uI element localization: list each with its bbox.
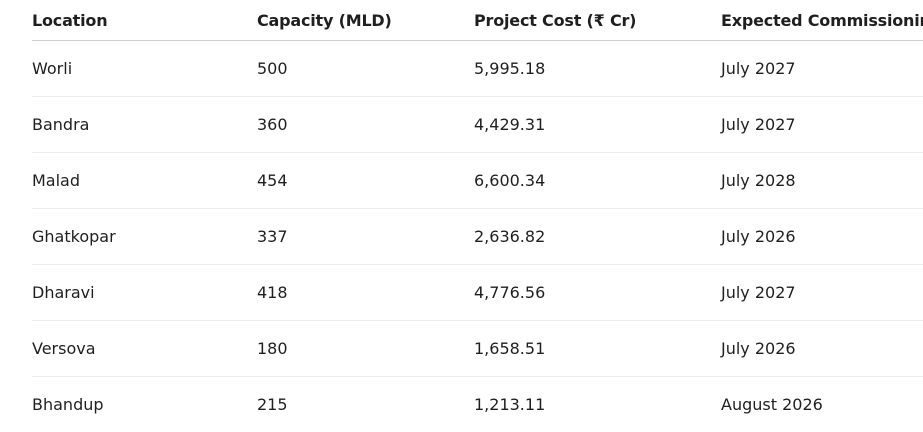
cell-expected-commissioning: August 2026 xyxy=(721,377,923,432)
cell-expected-commissioning: July 2028 xyxy=(721,153,923,209)
table-row: Bhandup 215 1,213.11 August 2026 xyxy=(32,377,923,432)
stp-projects-table-container: Location Capacity (MLD) Project Cost (₹ … xyxy=(32,0,923,432)
cell-capacity: 215 xyxy=(257,377,474,432)
cell-project-cost: 1,658.51 xyxy=(474,321,721,377)
cell-capacity: 418 xyxy=(257,265,474,321)
cell-capacity: 360 xyxy=(257,97,474,153)
cell-location: Worli xyxy=(32,41,257,97)
table-row: Dharavi 418 4,776.56 July 2027 xyxy=(32,265,923,321)
cell-project-cost: 2,636.82 xyxy=(474,209,721,265)
cell-expected-commissioning: July 2027 xyxy=(721,97,923,153)
column-header-expected-commissioning: Expected Commissioning xyxy=(721,0,923,41)
cell-location: Versova xyxy=(32,321,257,377)
cell-capacity: 500 xyxy=(257,41,474,97)
cell-expected-commissioning: July 2027 xyxy=(721,41,923,97)
table-row: Ghatkopar 337 2,636.82 July 2026 xyxy=(32,209,923,265)
cell-expected-commissioning: July 2026 xyxy=(721,321,923,377)
cell-capacity: 180 xyxy=(257,321,474,377)
cell-location: Bhandup xyxy=(32,377,257,432)
cell-capacity: 337 xyxy=(257,209,474,265)
table-row: Bandra 360 4,429.31 July 2027 xyxy=(32,97,923,153)
table-row: Worli 500 5,995.18 July 2027 xyxy=(32,41,923,97)
column-header-location: Location xyxy=(32,0,257,41)
column-header-project-cost: Project Cost (₹ Cr) xyxy=(474,0,721,41)
cell-location: Malad xyxy=(32,153,257,209)
cell-expected-commissioning: July 2027 xyxy=(721,265,923,321)
cell-project-cost: 1,213.11 xyxy=(474,377,721,432)
column-header-capacity: Capacity (MLD) xyxy=(257,0,474,41)
cell-expected-commissioning: July 2026 xyxy=(721,209,923,265)
table-row: Malad 454 6,600.34 July 2028 xyxy=(32,153,923,209)
table-header: Location Capacity (MLD) Project Cost (₹ … xyxy=(32,0,923,41)
table-row: Versova 180 1,658.51 July 2026 xyxy=(32,321,923,377)
cell-project-cost: 5,995.18 xyxy=(474,41,721,97)
cell-location: Dharavi xyxy=(32,265,257,321)
stp-projects-table: Location Capacity (MLD) Project Cost (₹ … xyxy=(32,0,923,432)
header-row: Location Capacity (MLD) Project Cost (₹ … xyxy=(32,0,923,41)
cell-project-cost: 4,429.31 xyxy=(474,97,721,153)
cell-project-cost: 4,776.56 xyxy=(474,265,721,321)
cell-location: Bandra xyxy=(32,97,257,153)
table-body: Worli 500 5,995.18 July 2027 Bandra 360 … xyxy=(32,41,923,432)
cell-location: Ghatkopar xyxy=(32,209,257,265)
cell-capacity: 454 xyxy=(257,153,474,209)
cell-project-cost: 6,600.34 xyxy=(474,153,721,209)
